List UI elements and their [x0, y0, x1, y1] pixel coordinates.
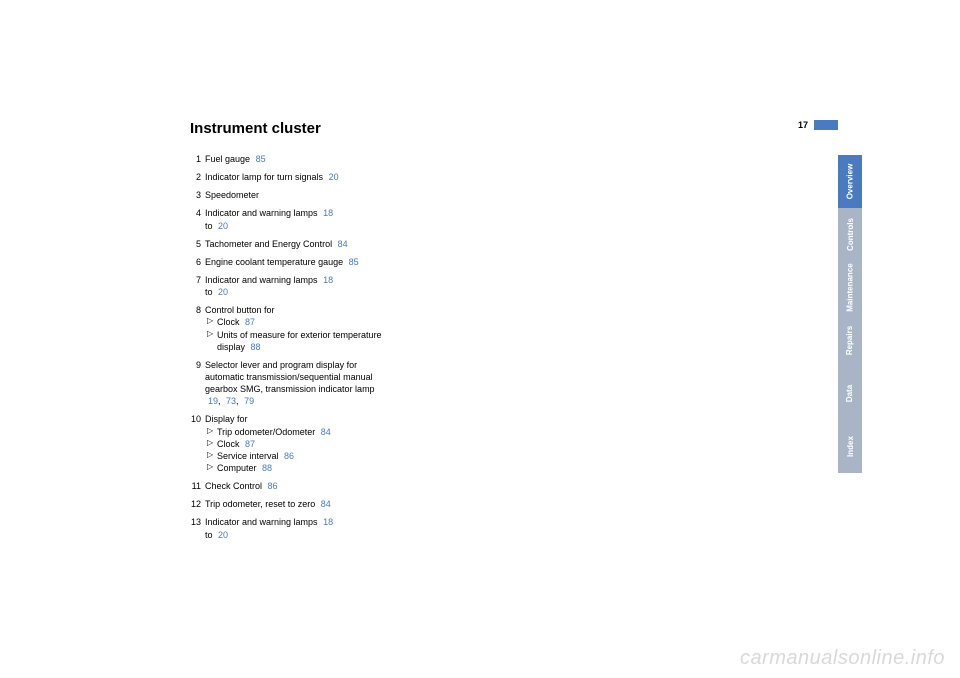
item-text: Indicator lamp for turn signals 20	[205, 171, 385, 183]
tab-controls[interactable]: Controls	[838, 208, 862, 261]
list-item: 4Indicator and warning lamps 18to 20	[190, 207, 385, 231]
list-item: 2Indicator lamp for turn signals 20	[190, 171, 385, 183]
page-ref-link[interactable]: 20	[218, 530, 228, 540]
page-number: 17	[798, 120, 808, 130]
tab-label: Controls	[846, 218, 855, 251]
tab-label: Maintenance	[846, 263, 855, 311]
page-ref-link[interactable]: 18	[323, 275, 333, 285]
page-ref-link[interactable]: 18	[323, 517, 333, 527]
item-number: 3	[190, 189, 205, 201]
list-item: 7Indicator and warning lamps 18to 20	[190, 274, 385, 298]
sub-item: ▷Clock 87	[205, 316, 385, 328]
sub-item: ▷Service interval 86	[205, 450, 385, 462]
page-ref-link[interactable]: 86	[284, 451, 294, 461]
item-text: Indicator and warning lamps 18to 20	[205, 207, 385, 231]
list-item: 6Engine coolant temperature gauge 85	[190, 256, 385, 268]
list-item: 9Selector lever and program display for …	[190, 359, 385, 408]
item-text: Control button for ▷Clock 87▷Units of me…	[205, 304, 385, 353]
item-number: 5	[190, 238, 205, 250]
sub-item: ▷Trip odometer/Odometer 84	[205, 426, 385, 438]
item-number: 7	[190, 274, 205, 298]
page-ref-link[interactable]: 73	[226, 396, 236, 406]
item-number: 11	[190, 480, 205, 492]
page-ref-link[interactable]: 84	[321, 427, 331, 437]
tab-label: Index	[846, 436, 855, 457]
triangle-icon: ▷	[207, 462, 217, 474]
page-ref-link[interactable]: 86	[268, 481, 278, 491]
item-text: Selector lever and program display for a…	[205, 359, 385, 408]
triangle-icon: ▷	[207, 329, 217, 353]
item-number: 1	[190, 153, 205, 165]
triangle-icon: ▷	[207, 316, 217, 328]
page-ref-link[interactable]: 20	[218, 221, 228, 231]
item-text: Display for ▷Trip odometer/Odometer 84▷C…	[205, 413, 385, 474]
item-number: 10	[190, 413, 205, 474]
tab-data[interactable]: Data	[838, 367, 862, 420]
page-ref-link[interactable]: 88	[262, 463, 272, 473]
item-number: 8	[190, 304, 205, 353]
tab-repairs[interactable]: Repairs	[838, 314, 862, 367]
list-item: 12Trip odometer, reset to zero 84	[190, 498, 385, 510]
list-item: 11Check Control 86	[190, 480, 385, 492]
page-content: Instrument cluster 1Fuel gauge 852Indica…	[190, 120, 770, 547]
item-number: 13	[190, 516, 205, 540]
page-ref-link[interactable]: 20	[329, 172, 339, 182]
item-text: Indicator and warning lamps 18to 20	[205, 516, 385, 540]
page-ref-link[interactable]: 88	[251, 342, 261, 352]
list-item: 13Indicator and warning lamps 18to 20	[190, 516, 385, 540]
item-number: 2	[190, 171, 205, 183]
list-item: 5Tachometer and Energy Control 84	[190, 238, 385, 250]
page-indicator-bar	[814, 120, 838, 130]
page-ref-link[interactable]: 87	[245, 317, 255, 327]
triangle-icon: ▷	[207, 438, 217, 450]
page-title: Instrument cluster	[190, 120, 770, 137]
item-text: Engine coolant temperature gauge 85	[205, 256, 385, 268]
index-list: 1Fuel gauge 852Indicator lamp for turn s…	[190, 153, 385, 541]
page-ref-link[interactable]: 84	[321, 499, 331, 509]
item-number: 9	[190, 359, 205, 408]
sub-item: ▷Clock 87	[205, 438, 385, 450]
page-ref-link[interactable]: 19	[208, 396, 218, 406]
tab-label: Data	[846, 385, 855, 402]
list-item: 8Control button for ▷Clock 87▷Units of m…	[190, 304, 385, 353]
page-ref-link[interactable]: 85	[256, 154, 266, 164]
item-text: Trip odometer, reset to zero 84	[205, 498, 385, 510]
triangle-icon: ▷	[207, 426, 217, 438]
tab-index[interactable]: Index	[838, 420, 862, 473]
page-ref-link[interactable]: 84	[338, 239, 348, 249]
item-text: Fuel gauge 85	[205, 153, 385, 165]
page-number-block: 17	[798, 120, 838, 130]
triangle-icon: ▷	[207, 450, 217, 462]
watermark: carmanualsonline.info	[740, 647, 945, 670]
item-text: Speedometer	[205, 189, 385, 201]
item-text: Indicator and warning lamps 18to 20	[205, 274, 385, 298]
list-item: 1Fuel gauge 85	[190, 153, 385, 165]
page-ref-link[interactable]: 87	[245, 439, 255, 449]
page-ref-link[interactable]: 20	[218, 287, 228, 297]
page-ref-link[interactable]: 18	[323, 208, 333, 218]
item-number: 12	[190, 498, 205, 510]
page-ref-link[interactable]: 79	[244, 396, 254, 406]
list-item: 10Display for ▷Trip odometer/Odometer 84…	[190, 413, 385, 474]
page-ref-link[interactable]: 85	[349, 257, 359, 267]
item-text: Check Control 86	[205, 480, 385, 492]
side-tabs: Overview Controls Maintenance Repairs Data In…	[838, 155, 862, 473]
tab-label: Overview	[846, 164, 855, 200]
tab-maintenance[interactable]: Maintenance	[838, 261, 862, 314]
tab-label: Repairs	[846, 326, 855, 355]
item-number: 4	[190, 207, 205, 231]
item-number: 6	[190, 256, 205, 268]
tab-overview[interactable]: Overview	[838, 155, 862, 208]
sub-item: ▷Units of measure for exterior temperatu…	[205, 329, 385, 353]
list-item: 3Speedometer	[190, 189, 385, 201]
item-text: Tachometer and Energy Control 84	[205, 238, 385, 250]
sub-item: ▷Computer 88	[205, 462, 385, 474]
